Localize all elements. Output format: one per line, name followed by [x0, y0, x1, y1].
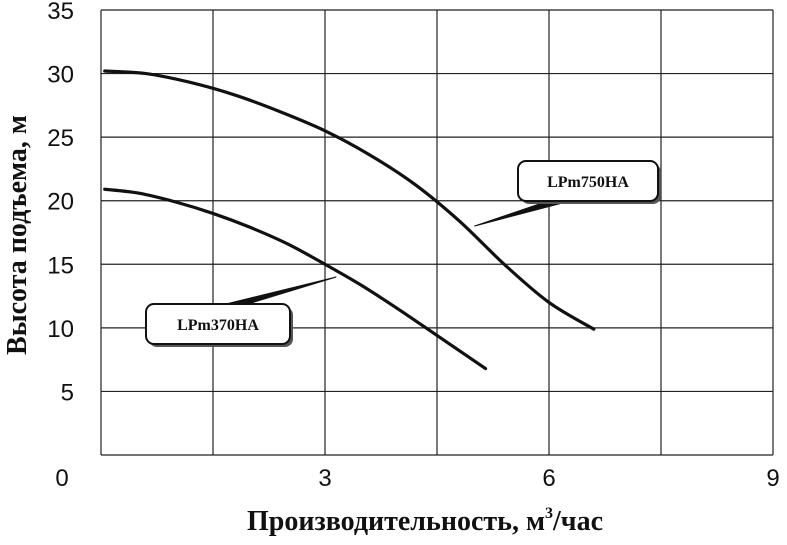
x-tick-label: 6	[542, 465, 555, 492]
y-tick-label: 30	[47, 62, 74, 89]
grid	[100, 9, 774, 456]
x-axis-title-tail: /час	[552, 506, 603, 537]
series-line-lpm750ha	[103, 69, 596, 331]
x-axis-title-main: Производительность, м	[247, 506, 545, 537]
callout-box	[145, 303, 291, 345]
y-tick-label: 10	[47, 316, 74, 343]
callout-lpm370ha: LPm370HA	[145, 276, 337, 347]
callout-leader	[474, 200, 571, 227]
x-axis-title-sup: 3	[545, 505, 553, 522]
y-tick-label: 35	[47, 0, 74, 25]
y-tick-label: 20	[47, 189, 74, 216]
series-line-lpm370ha	[103, 187, 488, 371]
y-tick-label: 15	[47, 252, 74, 279]
x-axis-title: Производительность, м3/час	[247, 505, 603, 537]
callout-leader	[225, 276, 337, 305]
y-axis-title: Высота подъема, м	[2, 115, 33, 355]
x-tick-label: 9	[766, 465, 779, 492]
callout-label: LPm370HA	[177, 317, 259, 334]
callout-box	[517, 160, 659, 202]
callouts: LPm750HA LPm370HA	[145, 160, 661, 347]
callout-label: LPm750HA	[547, 174, 629, 191]
y-tick-label: 25	[47, 125, 74, 152]
y-tick-label: 5	[61, 379, 74, 406]
x-axis-ticks: 0 3 6 9	[55, 465, 779, 492]
callout-lpm750ha: LPm750HA	[474, 160, 661, 227]
x-tick-label: 0	[55, 465, 68, 492]
series	[103, 69, 596, 371]
y-axis-ticks: 5 10 15 20 25 30 35	[47, 0, 74, 406]
x-tick-label: 3	[318, 465, 331, 492]
